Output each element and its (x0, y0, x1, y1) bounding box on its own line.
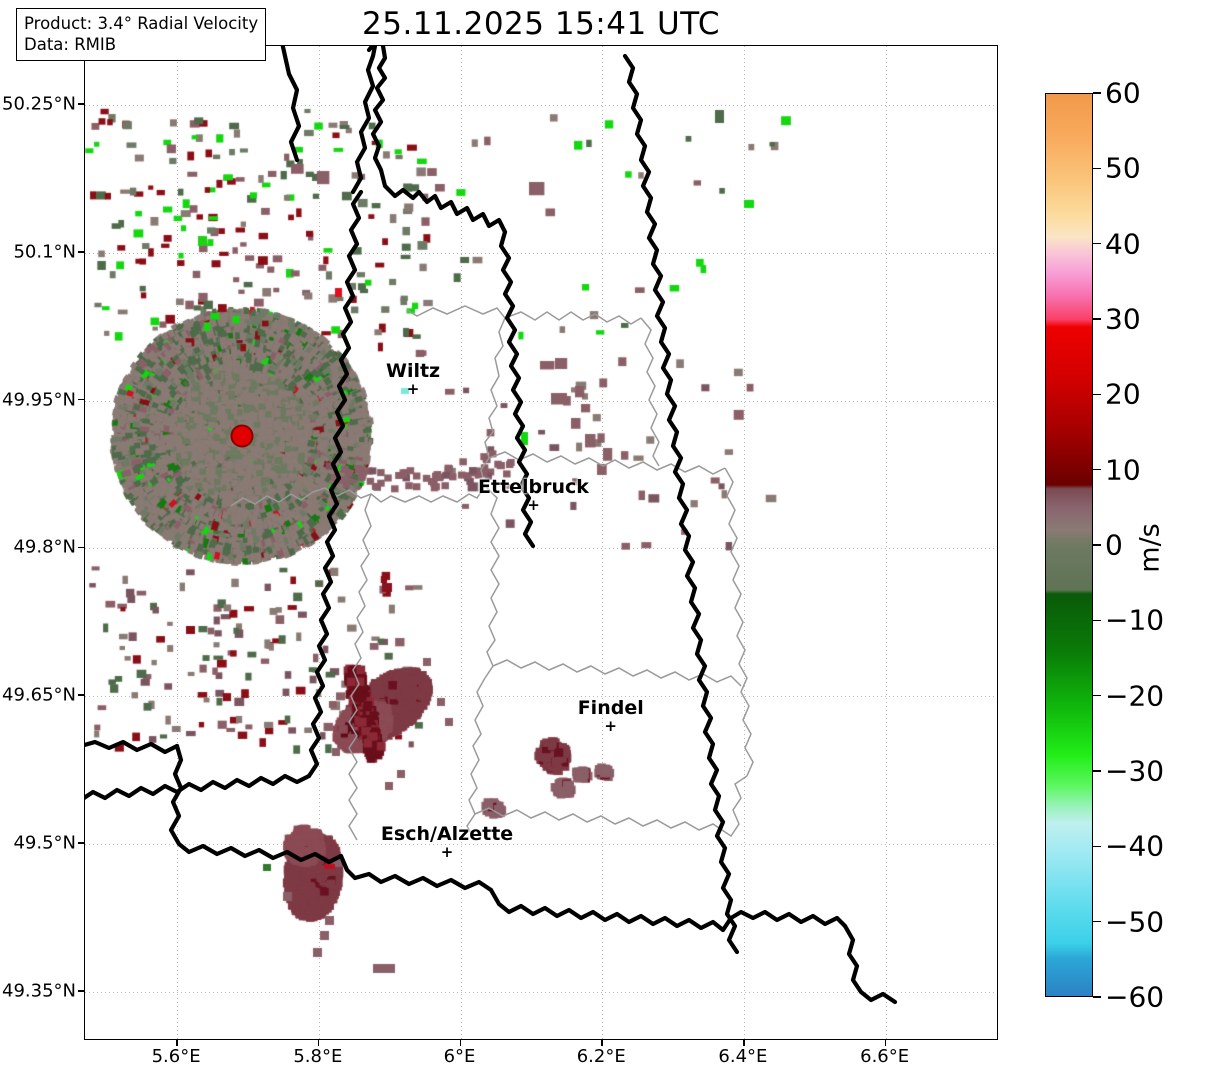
colorbar-tick-label: 50 (1105, 151, 1141, 185)
colorbar-tick-label: −50 (1105, 905, 1165, 939)
colorbar-tick-label: 30 (1105, 302, 1141, 336)
y-tickmark (78, 694, 84, 696)
city-label-esch-alzette: Esch/Alzette + (380, 822, 514, 861)
y-tickmark (78, 251, 84, 253)
city-label-ettelbruck: Ettelbruck + (478, 476, 589, 515)
y-axis-tick-label: 50.25°N (2, 93, 76, 115)
city-name: Ettelbruck (478, 476, 589, 499)
y-tickmark (78, 398, 84, 401)
y-tickmark (78, 842, 84, 844)
x-axis-tick-label: 6.6°E (860, 1046, 910, 1067)
x-axis-tick-label: 6°E (443, 1046, 476, 1067)
colorbar-tickmark (1093, 920, 1101, 923)
national-borders (85, 46, 898, 1005)
product-line: Product: 3.4° Radial Velocity (24, 14, 259, 33)
city-name: Esch/Alzette (380, 822, 514, 845)
radar-echo-layer (85, 46, 997, 1039)
city-name: Wiltz (385, 359, 441, 382)
data-source-line: Data: RMIB (24, 35, 117, 54)
city-name: Findel (577, 696, 644, 719)
y-tickmark (78, 546, 84, 549)
velocity-colorbar[interactable] (1045, 93, 1093, 997)
colorbar-tickmark (1093, 167, 1101, 170)
colorbar-tick-label: −40 (1105, 829, 1165, 863)
colorbar-tick-label: 20 (1105, 377, 1141, 411)
y-axis-tick-label: 49.8°N (13, 536, 76, 558)
city-label-wiltz: Wiltz + (385, 359, 441, 398)
colorbar-tickmark (1093, 845, 1101, 848)
map-vector-layer (85, 46, 898, 1005)
x-axis-tick-label: 6.4°E (718, 1046, 768, 1067)
city-marker-icon: + (604, 716, 617, 735)
colorbar-tickmark (1093, 393, 1101, 396)
district-borders (230, 305, 754, 841)
colorbar-tickmark (1093, 996, 1101, 998)
colorbar-gradient (1046, 94, 1092, 996)
colorbar-tickmark (1093, 544, 1101, 546)
colorbar-tickmark (1093, 619, 1101, 622)
x-tickmark (317, 1040, 320, 1046)
radar-map-plot[interactable]: Wiltz + Ettelbruck + Findel + Esch/Alzette + (84, 45, 998, 1040)
x-axis-tick-label: 6.2°E (576, 1046, 626, 1067)
city-marker-icon: + (527, 496, 540, 515)
page-title: 25.11.2025 15:41 UTC (362, 6, 720, 42)
city-marker-icon: + (406, 379, 420, 398)
radar-site-marker[interactable] (230, 424, 254, 448)
y-axis-tick-label: 49.35°N (2, 980, 76, 1002)
colorbar-tick-label: 40 (1105, 227, 1141, 261)
city-marker-icon: + (440, 842, 454, 861)
y-tickmark (78, 989, 84, 992)
x-tickmark (742, 1040, 745, 1046)
colorbar-tick-label: −60 (1105, 980, 1165, 1014)
x-tickmark (459, 1040, 462, 1046)
y-axis-tick-label: 49.95°N (2, 389, 76, 411)
x-tickmark (884, 1040, 887, 1046)
colorbar-tick-label: 60 (1105, 76, 1141, 110)
city-label-findel: Findel + (577, 696, 644, 735)
x-tickmark (601, 1040, 603, 1046)
x-axis-tick-label: 5.8°E (293, 1046, 343, 1067)
y-axis-tick-label: 49.5°N (13, 832, 76, 854)
colorbar-tickmark (1093, 468, 1101, 471)
colorbar-tick-label: −30 (1105, 754, 1165, 788)
colorbar-tickmark (1093, 92, 1101, 94)
product-info-box: Product: 3.4° Radial Velocity Data: RMIB (16, 8, 267, 61)
colorbar-tick-label: −20 (1105, 679, 1165, 713)
x-tickmark (176, 1040, 178, 1046)
colorbar-tickmark (1093, 694, 1101, 697)
colorbar-tick-label: 10 (1105, 453, 1141, 487)
colorbar-tick-label: −10 (1105, 603, 1165, 637)
colorbar-unit-label: m/s (1134, 523, 1166, 573)
colorbar-tickmark (1093, 242, 1101, 245)
y-tickmark (78, 103, 84, 105)
colorbar-tickmark (1093, 318, 1101, 320)
y-axis-tick-label: 50.1°N (13, 241, 76, 263)
colorbar-tick-label: 0 (1105, 528, 1123, 562)
y-axis-tick-label: 49.65°N (2, 684, 76, 706)
colorbar-tickmark (1093, 770, 1101, 772)
x-axis-tick-label: 5.6°E (151, 1046, 201, 1067)
